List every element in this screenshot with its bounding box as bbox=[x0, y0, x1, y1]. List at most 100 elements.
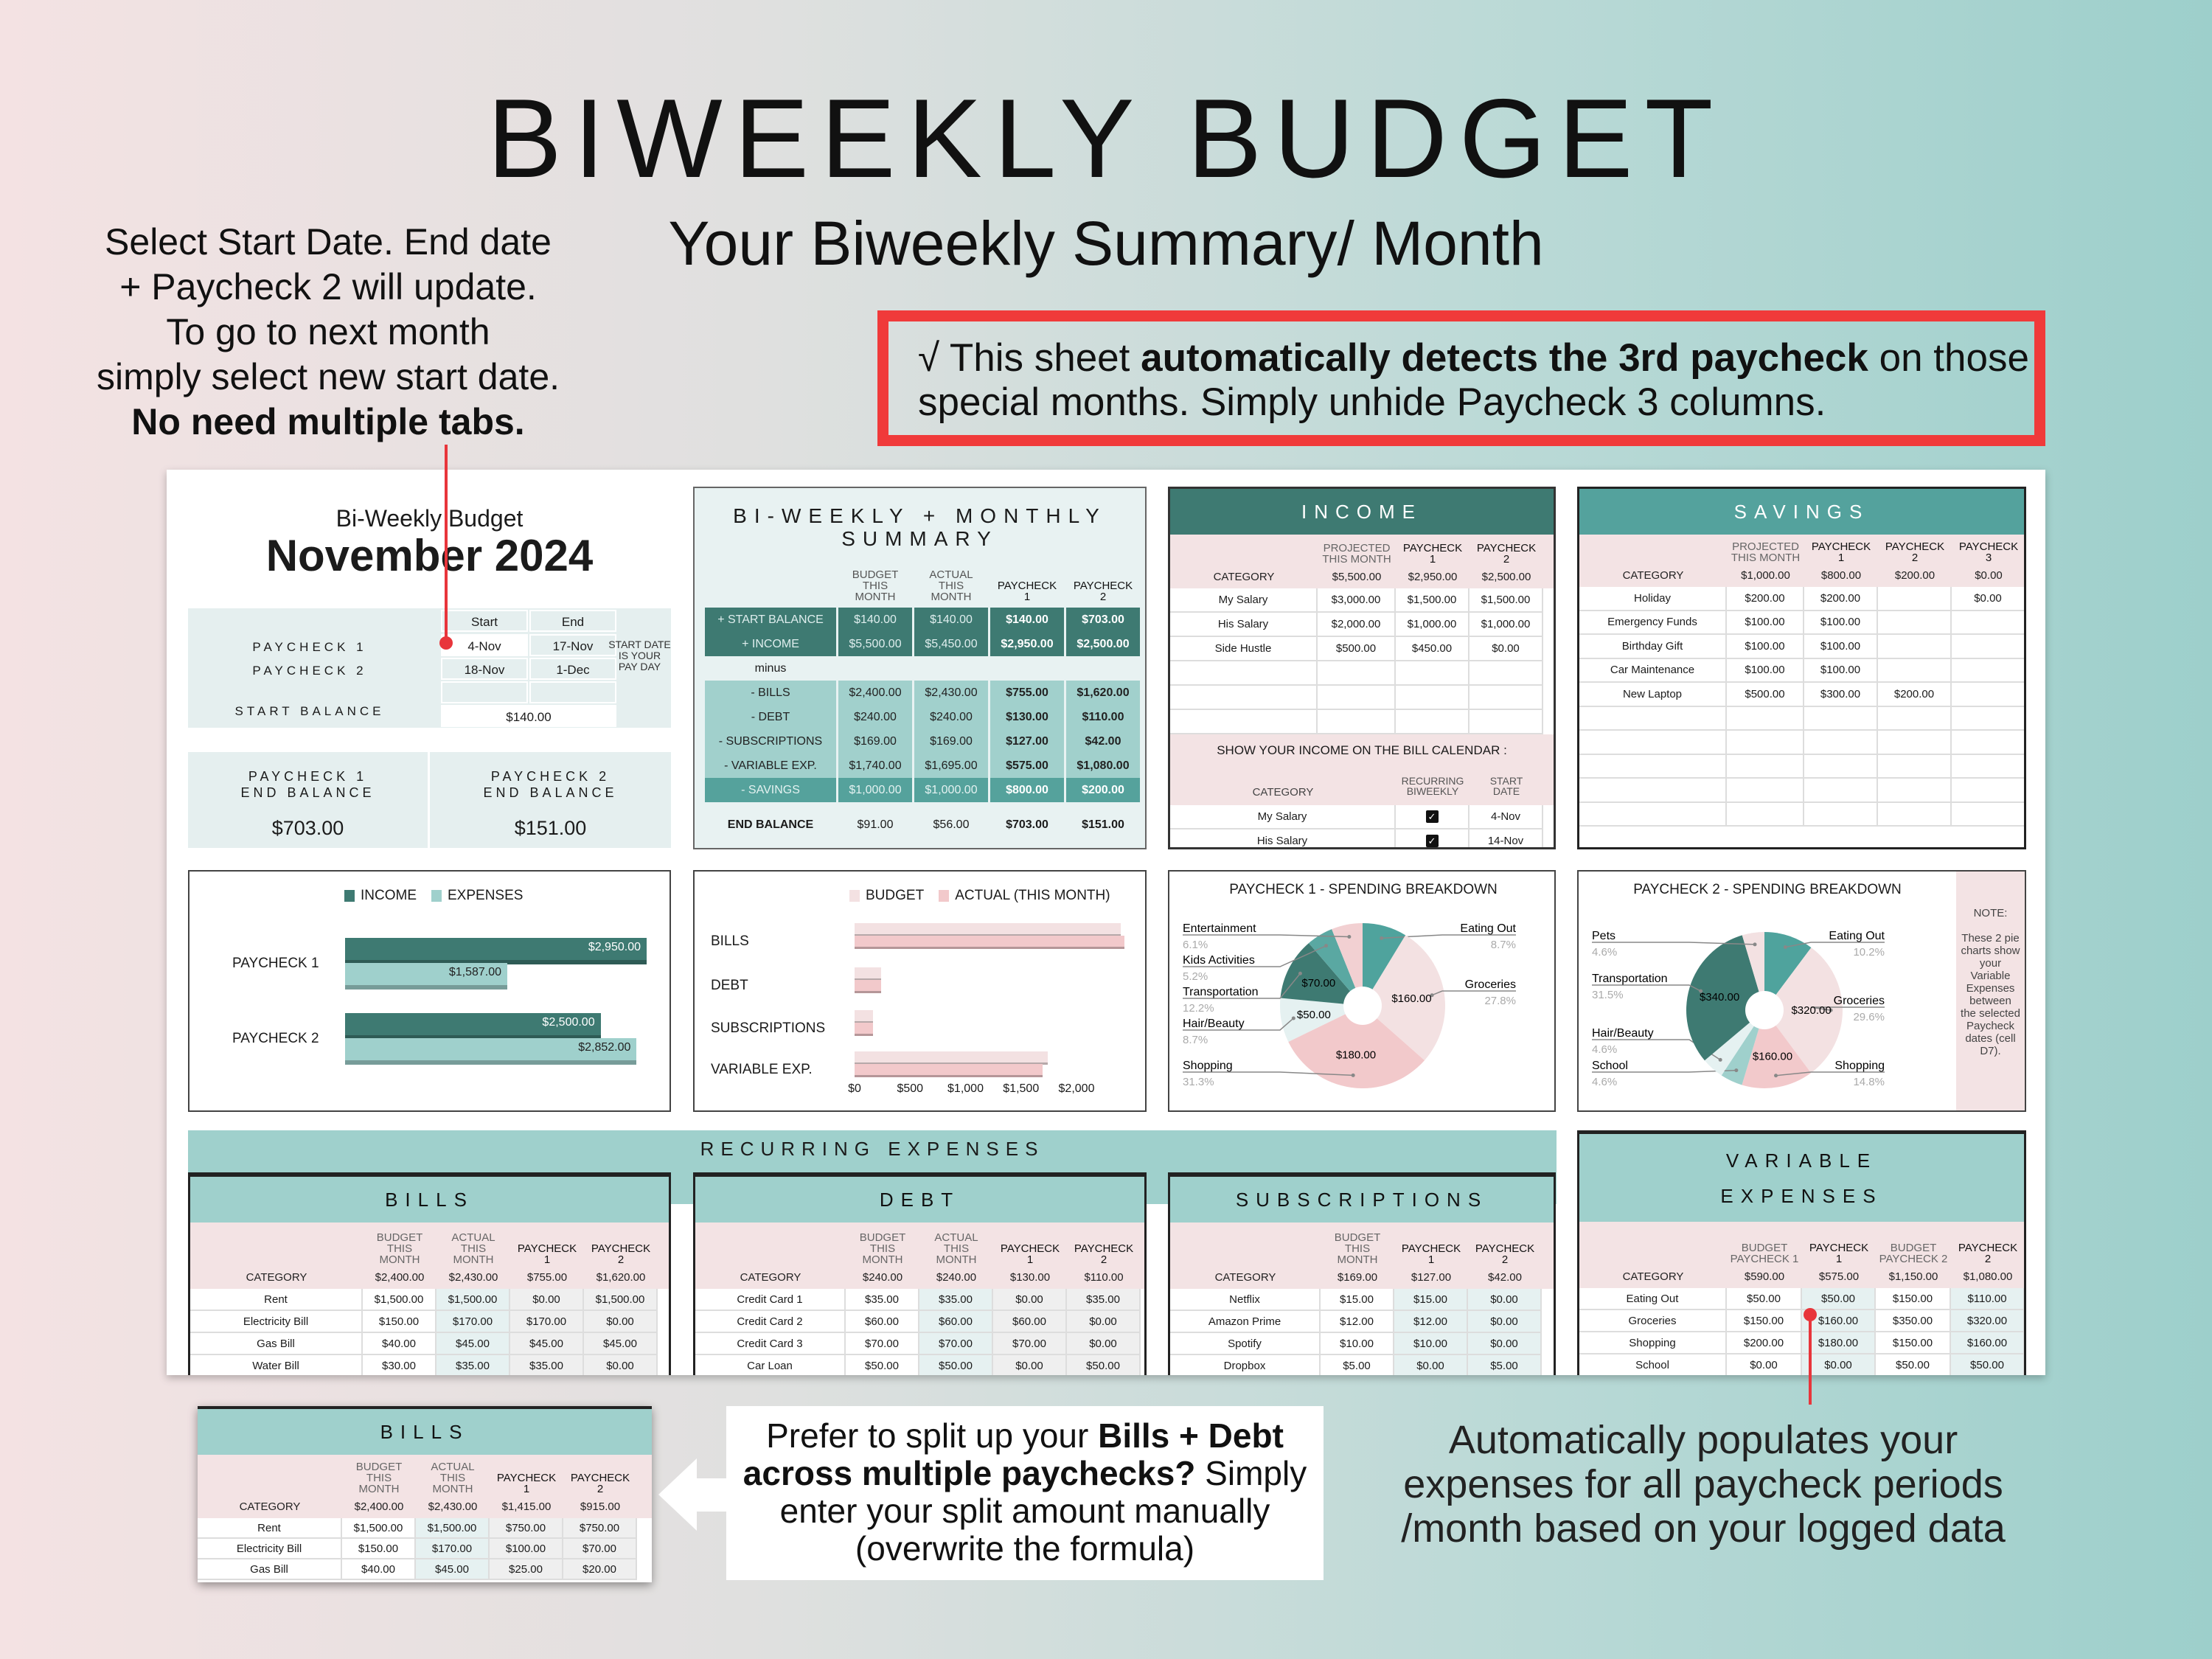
amount-cell[interactable]: $100.00 bbox=[490, 1539, 563, 1559]
amount-cell[interactable]: $160.00 bbox=[1951, 1332, 2024, 1354]
amount-cell[interactable] bbox=[1952, 707, 2024, 731]
amount-cell[interactable] bbox=[1878, 706, 1952, 731]
category-cell[interactable] bbox=[1579, 754, 1727, 779]
amount-cell[interactable]: $150.00 bbox=[342, 1539, 416, 1559]
amount-cell[interactable]: $200.00 bbox=[1727, 587, 1804, 611]
amount-cell[interactable]: $100.00 bbox=[1804, 635, 1878, 659]
category-cell[interactable] bbox=[1579, 706, 1727, 731]
amount-cell[interactable]: $150.00 bbox=[363, 1311, 437, 1333]
amount-cell[interactable]: $5.00 bbox=[1468, 1355, 1542, 1375]
amount-cell[interactable]: $0.00 bbox=[1468, 1289, 1542, 1311]
category-cell[interactable]: Electricity Bill bbox=[198, 1539, 342, 1559]
amount-cell[interactable]: $35.00 bbox=[919, 1289, 993, 1311]
category-cell[interactable] bbox=[1579, 779, 1727, 803]
amount-cell[interactable]: $320.00 bbox=[1951, 1310, 2024, 1332]
amount-cell[interactable]: $500.00 bbox=[1727, 683, 1804, 707]
amount-cell[interactable] bbox=[1727, 779, 1804, 803]
category-cell[interactable]: Credit Card 3 bbox=[695, 1333, 846, 1355]
amount-cell[interactable]: $750.00 bbox=[563, 1518, 637, 1539]
category-cell[interactable] bbox=[1170, 661, 1318, 686]
amount-cell[interactable]: $20.00 bbox=[563, 1559, 637, 1580]
amount-cell[interactable]: $0.00 bbox=[584, 1311, 658, 1333]
amount-cell[interactable]: $0.00 bbox=[1470, 637, 1543, 661]
amount-cell[interactable] bbox=[1318, 661, 1396, 686]
amount-cell[interactable] bbox=[1952, 635, 2024, 659]
amount-cell[interactable] bbox=[1952, 659, 2024, 683]
amount-cell[interactable]: $12.00 bbox=[1394, 1311, 1468, 1333]
amount-cell[interactable]: $15.00 bbox=[1321, 1289, 1394, 1311]
category-cell[interactable]: His Salary bbox=[1170, 613, 1318, 637]
amount-cell[interactable]: $200.00 bbox=[1727, 1332, 1802, 1354]
amount-cell[interactable]: $0.00 bbox=[1727, 1354, 1802, 1375]
amount-cell[interactable]: $110.00 bbox=[1951, 1288, 2024, 1310]
amount-cell[interactable]: $50.00 bbox=[846, 1355, 919, 1375]
amount-cell[interactable]: $10.00 bbox=[1394, 1333, 1468, 1355]
amount-cell[interactable] bbox=[1952, 755, 2024, 779]
amount-cell[interactable]: $350.00 bbox=[1876, 1310, 1951, 1332]
amount-cell[interactable]: $1,500.00 bbox=[342, 1518, 416, 1539]
amount-cell[interactable]: $1,500.00 bbox=[363, 1289, 437, 1311]
amount-cell[interactable]: $15.00 bbox=[1394, 1289, 1468, 1311]
amount-cell[interactable]: $150.00 bbox=[1876, 1288, 1951, 1310]
amount-cell[interactable]: $60.00 bbox=[919, 1311, 993, 1333]
amount-cell[interactable]: $1,000.00 bbox=[1396, 613, 1470, 637]
start-date-cell[interactable]: 4-Nov bbox=[1470, 805, 1543, 830]
amount-cell[interactable]: $35.00 bbox=[846, 1289, 919, 1311]
amount-cell[interactable]: $30.00 bbox=[363, 1355, 437, 1375]
category-cell[interactable]: Emergency Funds bbox=[1579, 611, 1727, 635]
category-cell[interactable]: Credit Card 1 bbox=[695, 1289, 846, 1311]
amount-cell[interactable]: $0.00 bbox=[1394, 1355, 1468, 1375]
amount-cell[interactable]: $25.00 bbox=[490, 1559, 563, 1580]
amount-cell[interactable] bbox=[1804, 779, 1878, 803]
amount-cell[interactable] bbox=[1878, 754, 1952, 779]
amount-cell[interactable]: $40.00 bbox=[342, 1559, 416, 1580]
paycheck-1-start-input[interactable]: 4-Nov bbox=[441, 634, 528, 656]
amount-cell[interactable] bbox=[1470, 710, 1543, 734]
amount-cell[interactable]: $170.00 bbox=[510, 1311, 584, 1333]
amount-cell[interactable]: $180.00 bbox=[1802, 1332, 1876, 1354]
checkbox-checked-icon[interactable]: ✓ bbox=[1425, 810, 1439, 823]
amount-cell[interactable]: $0.00 bbox=[1468, 1311, 1542, 1333]
amount-cell[interactable] bbox=[1878, 611, 1952, 635]
amount-cell[interactable]: $0.00 bbox=[1067, 1333, 1141, 1355]
amount-cell[interactable] bbox=[1396, 710, 1470, 734]
amount-cell[interactable]: $450.00 bbox=[1396, 637, 1470, 661]
amount-cell[interactable]: $0.00 bbox=[1802, 1354, 1876, 1375]
amount-cell[interactable] bbox=[1878, 731, 1952, 755]
amount-cell[interactable]: $70.00 bbox=[846, 1333, 919, 1355]
amount-cell[interactable]: $5.00 bbox=[1321, 1355, 1394, 1375]
amount-cell[interactable] bbox=[1878, 802, 1952, 827]
amount-cell[interactable]: $35.00 bbox=[1067, 1289, 1141, 1311]
amount-cell[interactable]: $0.00 bbox=[1067, 1311, 1141, 1333]
amount-cell[interactable]: $0.00 bbox=[993, 1289, 1067, 1311]
category-cell[interactable]: Eating Out bbox=[1579, 1288, 1727, 1310]
category-cell[interactable]: Dropbox bbox=[1170, 1355, 1321, 1375]
category-cell[interactable]: Water Bill bbox=[190, 1355, 363, 1375]
amount-cell[interactable]: $300.00 bbox=[1804, 683, 1878, 707]
category-cell[interactable]: Groceries bbox=[1579, 1310, 1727, 1332]
amount-cell[interactable]: $1,500.00 bbox=[584, 1289, 658, 1311]
amount-cell[interactable] bbox=[1727, 706, 1804, 731]
amount-cell[interactable]: $0.00 bbox=[510, 1289, 584, 1311]
amount-cell[interactable] bbox=[1318, 710, 1396, 734]
amount-cell[interactable] bbox=[1470, 661, 1543, 686]
amount-cell[interactable] bbox=[1952, 779, 2024, 803]
amount-cell[interactable]: $100.00 bbox=[1804, 658, 1878, 683]
amount-cell[interactable] bbox=[1952, 611, 2024, 635]
amount-cell[interactable]: $160.00 bbox=[1802, 1310, 1876, 1332]
category-cell[interactable]: Holiday bbox=[1579, 587, 1727, 611]
amount-cell[interactable]: $50.00 bbox=[1067, 1355, 1141, 1375]
start-date-cell[interactable]: 14-Nov bbox=[1470, 830, 1543, 847]
category-cell[interactable]: Birthday Gift bbox=[1579, 635, 1727, 659]
amount-cell[interactable]: $40.00 bbox=[363, 1333, 437, 1355]
amount-cell[interactable]: $150.00 bbox=[1727, 1310, 1802, 1332]
amount-cell[interactable]: $170.00 bbox=[437, 1311, 510, 1333]
category-cell[interactable]: Car Maintenance bbox=[1579, 658, 1727, 683]
category-cell[interactable] bbox=[1579, 731, 1727, 755]
amount-cell[interactable]: $50.00 bbox=[1951, 1354, 2024, 1375]
amount-cell[interactable]: $35.00 bbox=[510, 1355, 584, 1375]
amount-cell[interactable] bbox=[1804, 706, 1878, 731]
amount-cell[interactable]: $70.00 bbox=[993, 1333, 1067, 1355]
category-cell[interactable]: Gas Bill bbox=[190, 1333, 363, 1355]
amount-cell[interactable]: $60.00 bbox=[846, 1311, 919, 1333]
